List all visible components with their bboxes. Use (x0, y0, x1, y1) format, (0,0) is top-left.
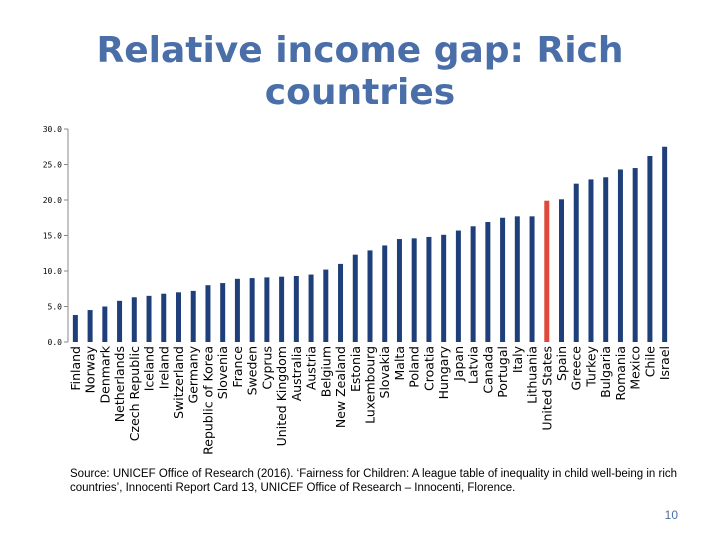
bar-australia (293, 275, 299, 342)
bar-lithuania (529, 216, 535, 342)
x-tick-label: Switzerland (171, 346, 186, 419)
x-tick-label: Mexico (628, 346, 643, 390)
x-tick-label: United States (539, 346, 554, 431)
y-tick-label: 15.0 (43, 232, 62, 241)
bar-netherlands (117, 300, 123, 342)
bar-denmark (102, 306, 108, 342)
x-tick-label: Lithuania (525, 346, 540, 404)
bar-bulgaria (603, 177, 609, 342)
bar-malta (396, 239, 402, 342)
bars (72, 146, 668, 342)
bar-slovenia (220, 283, 226, 342)
x-tick-label: Belgium (318, 346, 333, 397)
y-tick-label: 30.0 (43, 125, 62, 134)
x-tick-label: Turkey (583, 345, 598, 387)
x-tick-label: Greece (569, 346, 584, 391)
x-tick-label: Canada (480, 346, 495, 394)
bar-united-states (544, 200, 550, 342)
bar-italy (514, 216, 520, 342)
bar-sweden (249, 278, 255, 342)
x-tick-label: Portugal (495, 346, 510, 398)
y-tick-label: 0.0 (48, 338, 63, 347)
x-tick-label: Croatia (421, 346, 436, 391)
bar-ireland (161, 293, 167, 342)
bar-republic-of-korea (205, 285, 211, 342)
chart-title: Relative income gap: Rich countries (96, 30, 624, 113)
bar-united-kingdom (279, 276, 285, 342)
x-tick-label: Hungary (436, 345, 451, 399)
bar-switzerland (175, 292, 181, 342)
x-tick-label: United Kingdom (274, 346, 289, 446)
x-axis-labels: Finland Norway Denmark Netherlands Czech Rep… (68, 345, 672, 455)
x-tick-label: Luxembourg (363, 346, 378, 424)
x-tick-label: Bulgaria (598, 346, 613, 398)
bar-greece (573, 183, 579, 342)
bar-canada (485, 222, 491, 342)
x-tick-label: Iceland (142, 346, 157, 391)
x-tick-label: Netherlands (112, 346, 127, 422)
x-tick-label: Sweden (245, 346, 260, 395)
x-tick-label: Israel (657, 346, 672, 380)
page-number: 10 (664, 508, 678, 522)
x-tick-label: Norway (83, 345, 98, 393)
source-citation: Source: UNICEF Office of Research (2016)… (70, 468, 678, 494)
y-tick-label: 5.0 (48, 303, 63, 312)
bar-romania (617, 169, 623, 342)
x-tick-label: Germany (186, 345, 201, 403)
bar-iceland (146, 295, 152, 342)
bar-slovakia (382, 245, 388, 342)
bar-cyprus (264, 277, 270, 342)
bar-croatia (426, 236, 432, 342)
x-tick-label: Austria (304, 346, 319, 390)
x-tick-label: Italy (510, 345, 525, 373)
y-tick-label: 20.0 (43, 196, 62, 205)
x-tick-label: Cyprus (259, 346, 274, 390)
bar-israel (662, 146, 668, 342)
bar-germany (190, 290, 196, 342)
x-tick-label: Poland (407, 346, 422, 388)
x-tick-label: France (230, 346, 245, 388)
x-tick-label: Japan (451, 346, 466, 382)
bar-mexico (632, 168, 638, 342)
bar-turkey (588, 179, 594, 342)
bar-hungary (441, 234, 447, 342)
bar-luxembourg (367, 250, 373, 342)
bar-portugal (500, 217, 506, 342)
x-tick-label: Spain (554, 346, 569, 381)
bar-spain (559, 199, 565, 342)
bar-finland (72, 315, 78, 342)
bar-norway (87, 310, 93, 342)
x-tick-label: Ireland (156, 346, 171, 389)
x-tick-label: Latvia (466, 346, 481, 384)
bar-poland (411, 238, 417, 342)
x-tick-label: Czech Republic (127, 346, 142, 441)
bar-latvia (470, 226, 476, 342)
bar-france (234, 278, 240, 342)
x-tick-label: Malta (392, 346, 407, 380)
x-tick-label: Estonia (348, 346, 363, 392)
bar-estonia (352, 254, 358, 342)
x-tick-label: Romania (613, 346, 628, 401)
y-tick-label: 10.0 (43, 267, 62, 276)
x-tick-label: New Zealand (333, 346, 348, 428)
x-tick-label: Slovakia (377, 346, 392, 398)
bar-japan (455, 230, 461, 342)
x-tick-label: Australia (289, 346, 304, 401)
x-tick-label: Denmark (97, 345, 112, 403)
y-tick-label: 25.0 (43, 161, 62, 170)
bar-austria (308, 274, 314, 342)
x-tick-label: Slovenia (215, 346, 230, 399)
bar-chile (647, 155, 653, 342)
bar-belgium (323, 269, 329, 342)
x-tick-label: Republic of Korea (200, 346, 215, 455)
x-tick-label: Chile (642, 346, 657, 378)
bar-czech-republic (131, 297, 137, 342)
bar-new-zealand (338, 263, 344, 342)
x-tick-label: Finland (68, 346, 83, 391)
y-axis: 0.0 5.0 10.0 15.0 20.0 25.0 30.0 (43, 125, 69, 347)
